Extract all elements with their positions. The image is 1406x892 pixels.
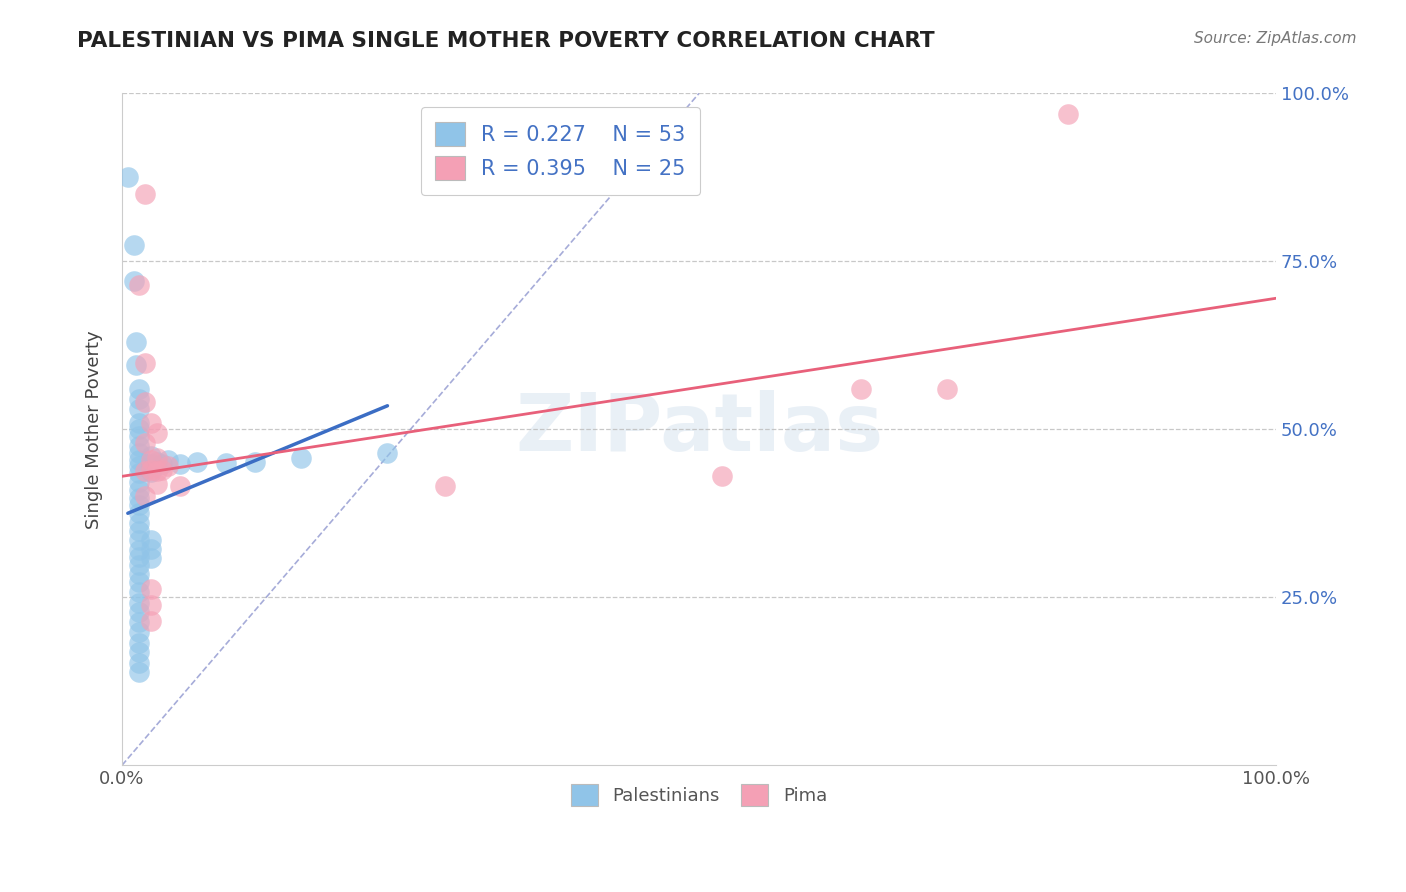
- Point: [128, 636, 150, 650]
- Point: [128, 382, 150, 396]
- Point: [125, 334, 148, 349]
- Point: [157, 452, 180, 467]
- Point: [377, 446, 399, 460]
- Point: [139, 541, 162, 556]
- Point: [134, 356, 156, 370]
- Point: [134, 490, 156, 504]
- Point: [128, 665, 150, 680]
- Point: [145, 450, 167, 465]
- Point: [936, 382, 959, 396]
- Point: [128, 452, 150, 467]
- Point: [117, 170, 139, 185]
- Point: [128, 543, 150, 558]
- Point: [128, 549, 150, 564]
- Point: [122, 275, 145, 289]
- Point: [128, 524, 150, 539]
- Point: [128, 566, 150, 581]
- Point: [145, 454, 167, 468]
- Point: [139, 465, 162, 479]
- Point: [128, 392, 150, 406]
- Point: [128, 645, 150, 659]
- Point: [139, 533, 162, 548]
- Point: [139, 582, 162, 597]
- Point: [139, 462, 162, 476]
- Point: [128, 422, 150, 436]
- Point: [128, 533, 150, 548]
- Point: [128, 475, 150, 489]
- Point: [128, 416, 150, 430]
- Point: [134, 464, 156, 478]
- Point: [128, 429, 150, 443]
- Point: [128, 459, 150, 474]
- Point: [128, 506, 150, 520]
- Point: [125, 359, 148, 373]
- Point: [128, 439, 150, 453]
- Point: [128, 558, 150, 572]
- Point: [128, 585, 150, 599]
- Point: [139, 449, 162, 463]
- Point: [169, 479, 191, 493]
- Point: [157, 459, 180, 474]
- Point: [243, 454, 266, 468]
- Point: [128, 491, 150, 505]
- Point: [128, 516, 150, 531]
- Text: Source: ZipAtlas.com: Source: ZipAtlas.com: [1194, 31, 1357, 46]
- Point: [134, 187, 156, 202]
- Point: [139, 457, 162, 471]
- Point: [152, 462, 174, 476]
- Point: [849, 382, 872, 396]
- Point: [128, 483, 150, 497]
- Point: [139, 614, 162, 628]
- Point: [139, 452, 162, 467]
- Point: [134, 395, 156, 409]
- Point: [145, 464, 167, 478]
- Point: [139, 416, 162, 430]
- Point: [139, 599, 162, 613]
- Point: [128, 466, 150, 480]
- Y-axis label: Single Mother Poverty: Single Mother Poverty: [86, 330, 103, 529]
- Point: [128, 402, 150, 417]
- Point: [128, 446, 150, 460]
- Legend: Palestinians, Pima: Palestinians, Pima: [564, 777, 834, 814]
- Point: [215, 456, 238, 470]
- Point: [128, 605, 150, 619]
- Point: [711, 469, 734, 483]
- Point: [122, 237, 145, 252]
- Point: [134, 435, 156, 450]
- Point: [128, 625, 150, 640]
- Text: PALESTINIAN VS PIMA SINGLE MOTHER POVERTY CORRELATION CHART: PALESTINIAN VS PIMA SINGLE MOTHER POVERT…: [77, 31, 935, 51]
- Point: [434, 479, 457, 493]
- Point: [145, 425, 167, 440]
- Point: [169, 457, 191, 471]
- Point: [128, 596, 150, 610]
- Point: [290, 450, 312, 465]
- Point: [128, 656, 150, 670]
- Point: [128, 498, 150, 512]
- Point: [139, 551, 162, 566]
- Point: [152, 457, 174, 471]
- Point: [128, 277, 150, 292]
- Point: [128, 575, 150, 590]
- Point: [1057, 106, 1080, 120]
- Text: ZIPatlas: ZIPatlas: [515, 391, 883, 468]
- Point: [128, 615, 150, 629]
- Point: [186, 454, 208, 468]
- Point: [145, 477, 167, 491]
